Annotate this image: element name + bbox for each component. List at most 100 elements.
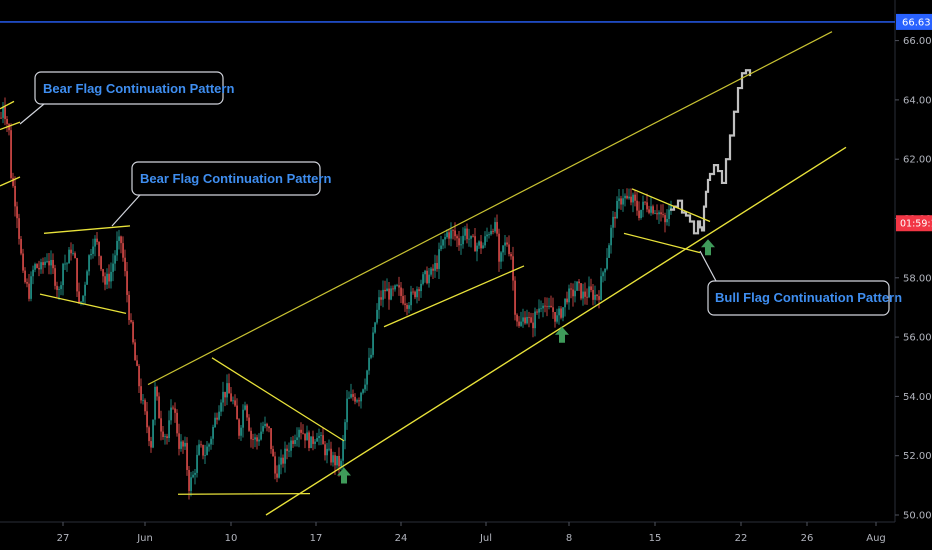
candle-body [508, 244, 510, 255]
candle-body [614, 216, 616, 219]
candle-body [142, 400, 144, 402]
flag-trendline[interactable] [43, 225, 131, 234]
projected-price-path [670, 69, 752, 235]
candle-body [550, 305, 552, 308]
candle-body [56, 285, 58, 290]
candle-body [12, 177, 14, 186]
candle-body [376, 309, 378, 323]
candle-body [366, 370, 368, 385]
callout-label: Bear Flag Continuation Pattern [43, 81, 234, 96]
candle-body [420, 283, 422, 292]
flag-trendline[interactable] [631, 188, 711, 223]
candle-body [90, 253, 92, 256]
candle-body [240, 427, 242, 436]
candle-body [364, 384, 366, 390]
flag-trendline[interactable] [0, 176, 21, 187]
candle-body [442, 239, 444, 246]
candle-body [618, 198, 620, 201]
candle-body [460, 244, 462, 246]
candle-body [606, 257, 608, 269]
channel-lower-line[interactable] [265, 146, 847, 516]
up-arrow-icon [555, 326, 569, 343]
candle-body [514, 280, 516, 315]
candle-body [204, 455, 206, 456]
candle-body [492, 231, 494, 232]
candle-body [254, 437, 256, 440]
flag-trendline[interactable] [177, 493, 311, 495]
candle-body [566, 298, 568, 303]
candle-body [6, 118, 8, 124]
candle-body [290, 440, 292, 451]
candle-body [182, 441, 184, 447]
time-tick-label: 27 [57, 533, 70, 544]
candle-body [306, 432, 308, 441]
candle-body [232, 400, 234, 402]
candle-body [596, 294, 598, 297]
candle-body [660, 212, 662, 215]
flag-trendline[interactable] [623, 232, 701, 254]
candle-body [222, 391, 224, 403]
candle-body [578, 281, 580, 284]
callout-bear-flag-2[interactable]: Bear Flag Continuation Pattern [111, 161, 331, 227]
candle-body [234, 400, 236, 406]
candle-body [352, 394, 354, 397]
candle-body [666, 218, 668, 223]
price-tick-label: 56.00 [903, 333, 932, 344]
time-tick-label: 10 [225, 533, 238, 544]
channel-upper-line[interactable] [147, 31, 833, 386]
price-axis[interactable]: 66.0064.0062.0060.0058.0056.0054.0052.00… [0, 13, 932, 522]
candle-body [548, 305, 550, 307]
candle-body [188, 469, 190, 491]
candle-body [292, 440, 294, 444]
candle-body [308, 432, 310, 449]
candle-body [214, 417, 216, 427]
candle-body [172, 407, 174, 409]
candle-body [18, 218, 20, 239]
candle-body [450, 230, 452, 239]
candle-body [114, 255, 116, 264]
candle-body [534, 311, 536, 329]
candle-body [10, 130, 12, 178]
time-tick-label: 22 [735, 533, 748, 544]
candle-body [632, 194, 634, 203]
candle-body [260, 431, 262, 440]
candle-body [330, 448, 332, 463]
candle-body [118, 236, 120, 241]
candle-body [340, 460, 342, 467]
candle-body [178, 433, 180, 449]
candle-body [500, 252, 502, 262]
candle-body [248, 417, 250, 431]
candle-body [474, 236, 476, 252]
candle-body [70, 249, 72, 254]
candle-body [328, 448, 330, 450]
candle-body [370, 354, 372, 358]
callout-bull-flag[interactable]: Bull Flag Continuation Pattern [699, 250, 902, 316]
flag-trendline[interactable] [0, 100, 15, 110]
candle-body [558, 308, 560, 316]
candle-body [124, 257, 126, 272]
flag-trendline[interactable] [39, 293, 127, 315]
candle-body [506, 242, 508, 245]
candle-body [410, 291, 412, 306]
candle-body [482, 245, 484, 249]
candle-body [112, 263, 114, 272]
flag-trendline[interactable] [211, 357, 345, 442]
candle-body [74, 253, 76, 259]
candle-body [322, 435, 324, 445]
candle-body [226, 383, 228, 398]
candle-body [296, 437, 298, 441]
candle-body [42, 262, 44, 266]
flag-trendline[interactable] [0, 121, 21, 131]
trendlines-layer[interactable] [0, 31, 847, 516]
candle-body [646, 202, 648, 210]
flag-trendline[interactable] [383, 265, 525, 328]
candle-body [468, 238, 470, 240]
candle-body [584, 291, 586, 297]
candle-body [252, 439, 254, 441]
callout-bear-flag-1[interactable]: Bear Flag Continuation Pattern [19, 71, 234, 125]
time-axis[interactable]: 27 Jun 10 17 24 Jul 8 15 22 26 Aug [57, 522, 886, 544]
candle-body [92, 246, 94, 254]
candle-body [630, 196, 632, 203]
callout-pointer [699, 250, 717, 282]
